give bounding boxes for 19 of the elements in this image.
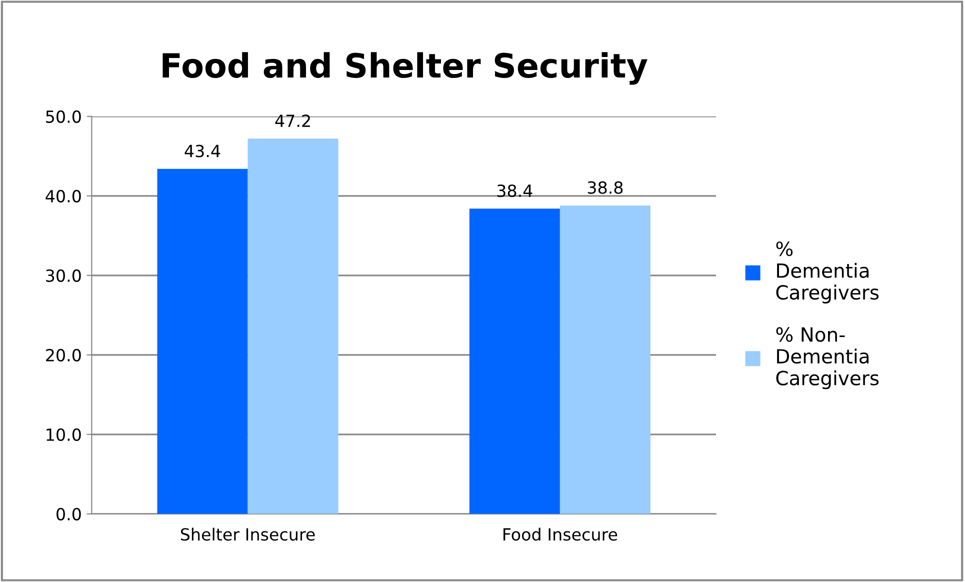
bar: [157, 168, 248, 514]
bar: [469, 208, 560, 514]
y-tick-label: 40.0: [46, 190, 81, 202]
y-tick-label: 50.0: [46, 110, 81, 123]
legend-label: % Dementia Caregivers: [776, 241, 879, 304]
data-label: 38.8: [588, 181, 623, 194]
y-tick-label: 0.0: [56, 508, 81, 520]
bar: [560, 205, 650, 514]
y-tick-label: 20.0: [46, 348, 81, 362]
data-label: 38.4: [497, 184, 532, 198]
legend-label: % Non- Dementia Caregivers: [776, 327, 879, 390]
x-tick-label: Food Insecure: [504, 528, 618, 541]
x-tick-label: Shelter Insecure: [180, 528, 315, 541]
data-label: 43.4: [184, 144, 220, 158]
y-tick-label: 30.0: [46, 269, 81, 282]
bar: [248, 138, 338, 514]
data-label: 47.2: [275, 114, 310, 127]
y-tick-label: 10.0: [46, 428, 81, 441]
chart-title: Food and Shelter Security: [162, 52, 648, 85]
